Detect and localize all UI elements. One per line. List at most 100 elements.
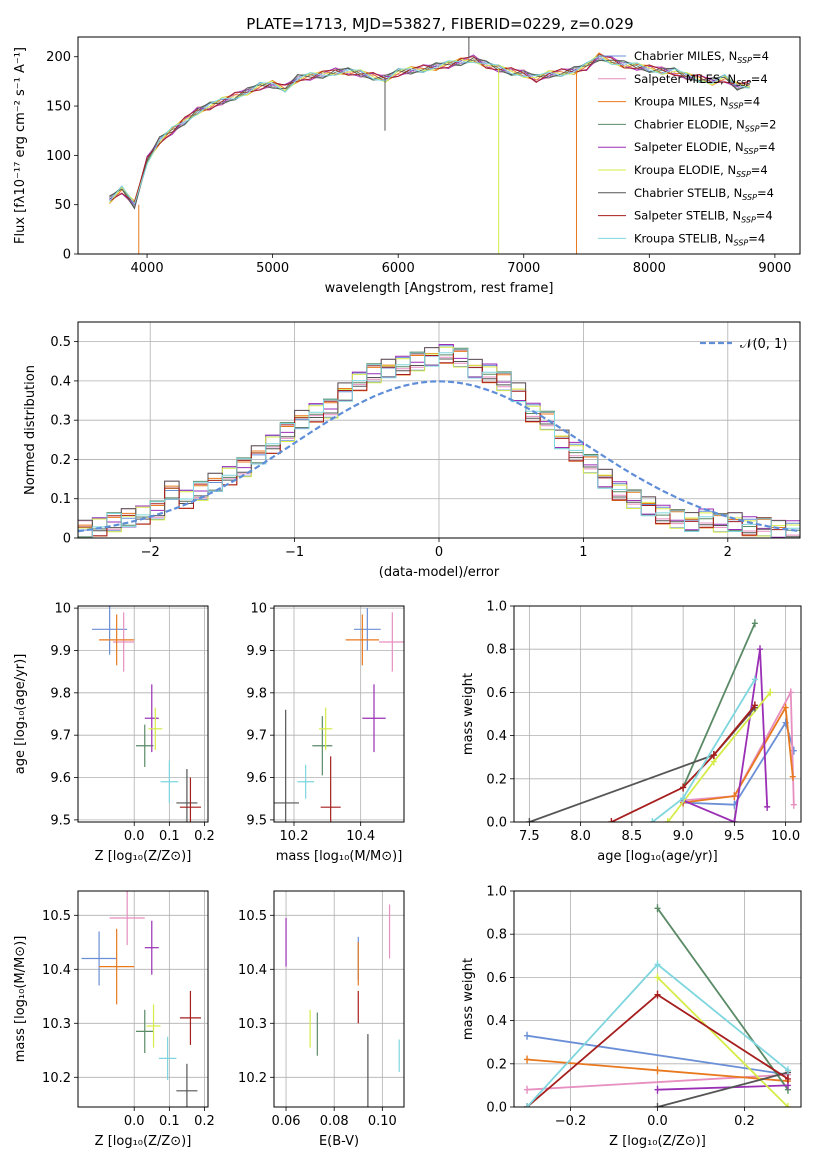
y-axis-label: Normed distribution [23,365,38,495]
x-tick-label: 0.06 [272,1114,301,1129]
y-tick-label: 1.0 [486,885,507,900]
errorbar-point [379,612,404,672]
weight-marker [524,1103,531,1107]
errorbar-point [160,760,179,803]
spectrum-line [109,57,750,210]
weight_vs_age-plot-area [526,619,797,822]
y-tick-label: 9.7 [50,729,71,744]
errorbar-point [312,716,333,776]
legend-label: Kroupa ELODIE, NSSP=4 [634,163,768,179]
weight-marker [649,818,656,822]
weight-marker [526,818,533,822]
weight-marker [751,675,758,684]
x-tick-label: −0.2 [555,1114,587,1129]
weight-line [656,907,789,1091]
y-tick-label: 0.4 [486,729,507,744]
residuals-legend: 𝒩(0, 1) [700,337,787,352]
y-tick-label: 0.2 [486,1057,507,1072]
weight-line [657,1071,789,1107]
axes-frame [273,605,405,823]
weight-marker [654,990,661,999]
legend-entry: Kroupa ELODIE, NSSP=4 [598,163,768,179]
y-tick-label: 9.5 [246,813,267,828]
y-tick-label: 10.3 [238,1017,267,1032]
x-tick-label: −1 [285,545,304,560]
axes-frame [77,890,209,1108]
axes-frame [513,605,802,823]
weight_vs_age-axes: 7.5 8.0 8.5 9.0 9.5 10.0 0.0 0.2 0.4 0.6 0.8 1.0 age… [461,600,802,864]
mass_vs_Z-plot-area [81,891,201,1107]
x-tick-label: 6000 [382,261,415,276]
x-tick-label: 10.0 [771,829,800,844]
spectrum-line [109,55,750,205]
age_vs_Z-plot-area [92,606,201,822]
y-tick-label: 0 [63,248,71,263]
errorbar-point [144,684,159,753]
legend-entry: Chabrier MILES, NSSP=4 [598,49,769,65]
y-axis-label: mass weight [461,958,476,1040]
x-axis-label: age [log₁₀(age/yr)] [597,849,718,864]
x-axis-label: Z [log₁₀(Z/Z⊙)] [609,1134,706,1149]
weight-marker [782,703,789,712]
weight-marker [680,783,687,792]
errorbar-point [354,608,381,651]
axes-layer: 4000 5000 6000 7000 8000 9000050100150200wave… [13,36,802,1149]
y-tick-label: 9.6 [246,771,267,786]
legend-label: Chabrier STELIB, NSSP=4 [634,186,774,202]
axes-frame [77,605,209,823]
weight-marker [710,751,717,760]
errorbar-point [158,1036,177,1080]
axes-frame [77,36,801,255]
legend-entry: Kroupa STELIB, NSSP=4 [598,231,765,247]
axes-frame [273,890,405,1108]
errorbar-point [146,1004,161,1048]
y-axis-label: age [log₁₀(age/yr)] [13,654,28,775]
weight-marker [751,701,758,710]
errorbar-point [320,756,341,822]
x-tick-label: 0.1 [159,1114,180,1129]
x-tick-label: 5000 [256,261,289,276]
legend-label: Kroupa STELIB, NSSP=4 [634,231,765,247]
legend-entry: Salpeter ELODIE, NSSP=4 [598,140,775,156]
legend-entry: Salpeter MILES, NSSP=4 [598,72,768,88]
y-tick-label: 0.5 [50,335,71,350]
y-tick-label: 0.8 [486,928,507,943]
legend-entry: Salpeter STELIB, NSSP=4 [598,209,773,225]
weight-line [682,622,756,788]
y-tick-label: 10 [250,602,267,617]
y-tick-label: 0.3 [50,414,71,429]
weight_vs_Z-axes: −0.2 0.0 0.2 0.0 0.2 0.4 0.6 0.8 1.0 Z [log₁₀(Z/Z… [461,885,802,1149]
weight-marker [654,1066,661,1075]
age_vs_mass-plot-area [274,608,404,822]
x-axis-label: wavelength [Angstrom, rest frame] [325,281,554,296]
weight-marker [654,960,661,969]
weight-line [526,1034,789,1076]
errorbar-point [345,614,379,666]
x-tick-label: 9.5 [724,829,745,844]
weight-marker [654,973,661,982]
errorbar-point [148,707,163,750]
legend-entry: Chabrier STELIB, NSSP=4 [598,186,774,202]
errorbar-point [319,707,333,750]
x-axis-label: E(B-V) [319,1134,359,1149]
legend-label: Chabrier MILES, NSSP=4 [634,49,769,65]
legend-label: Salpeter ELODIE, NSSP=4 [634,140,775,156]
x-axis-label: Z [log₁₀(Z/Z⊙)] [95,849,192,864]
errorbar-point [176,1063,198,1107]
spectrum-axes: 4000 5000 6000 7000 8000 9000 0 50 100 150 200 wave… [13,36,801,296]
legend-label: Kroupa MILES, NSSP=4 [634,95,760,111]
weight-line [683,720,795,806]
weight-marker [731,818,738,822]
x-tick-label: 0.2 [194,829,215,844]
errorbar-point [109,891,145,945]
y-tick-label: 9.7 [246,729,267,744]
y-axis-label: mass [log₁₀(M/M⊙)] [13,936,28,1063]
y-tick-label: 0.0 [486,1101,507,1116]
legend-label: 𝒩(0, 1) [740,337,787,352]
spectrum-legend: Chabrier MILES, NSSP=4 Salpeter MILES, NS… [598,49,776,247]
figure-title: PLATE=1713, MJD=53827, FIBERID=0229, z=0… [246,15,633,33]
errorbar-point [99,928,135,1005]
age_vs_mass-axes: 10.2 10.4 9.5 9.6 9.7 9.8 9.9 10 mass [log₁₀(M/M… [246,602,405,864]
y-tick-label: 1.0 [486,600,507,615]
residuals-axes: −2 −1 0 1 2 0 0.1 0.2 0.3 0.4 0.5 (data-model)/erro… [23,321,801,580]
